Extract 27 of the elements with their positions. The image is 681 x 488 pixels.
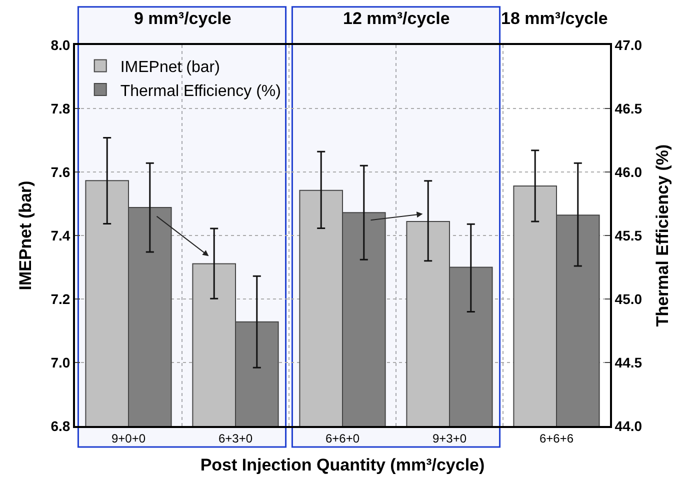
y-tick-label: 7.6 (50, 164, 70, 180)
text: 18 mm³/cycle (501, 9, 608, 28)
y2-axis-title: Thermal Efficiency (%) (653, 144, 672, 327)
x-tick-label: 9+0+0 (111, 431, 146, 446)
y2-tick-label: 45.0 (614, 290, 642, 307)
y2-tick-label: 44.5 (614, 354, 642, 370)
y-tick-label: 7.0 (50, 354, 70, 370)
y-tick-label: 7.2 (50, 290, 70, 307)
x-axis-title: Post Injection Quantity (mm³/cycle) (200, 455, 485, 474)
legend-label: Thermal Efficiency (%) (120, 82, 281, 100)
y2-tick-label: 47.0 (614, 36, 642, 53)
y2-tick-label: 45.5 (614, 227, 642, 244)
y-tick-label: 7.4 (50, 227, 70, 244)
y-axis-title: IMEPnet (bar) (16, 180, 35, 290)
x-tick-label: 9+3+0 (432, 431, 467, 446)
y-tick-label: 6.8 (50, 418, 70, 434)
x-tick-label: 6+6+6 (539, 431, 574, 446)
band-label: 9 mm³/cycle (134, 9, 232, 28)
y2-tick-label: 44.0 (614, 418, 642, 434)
band-label: 12 mm³/cycle (343, 9, 450, 28)
y2-tick-label: 46.0 (614, 164, 642, 180)
y2-tick-label: 46.5 (614, 100, 642, 116)
y-tick-label: 8.0 (50, 36, 70, 53)
x-tick-label: 6+3+0 (218, 431, 253, 446)
legend-label: IMEPnet (bar) (120, 58, 220, 76)
x-tick-label: 6+6+0 (325, 431, 360, 446)
y-tick-label: 7.8 (50, 100, 70, 116)
